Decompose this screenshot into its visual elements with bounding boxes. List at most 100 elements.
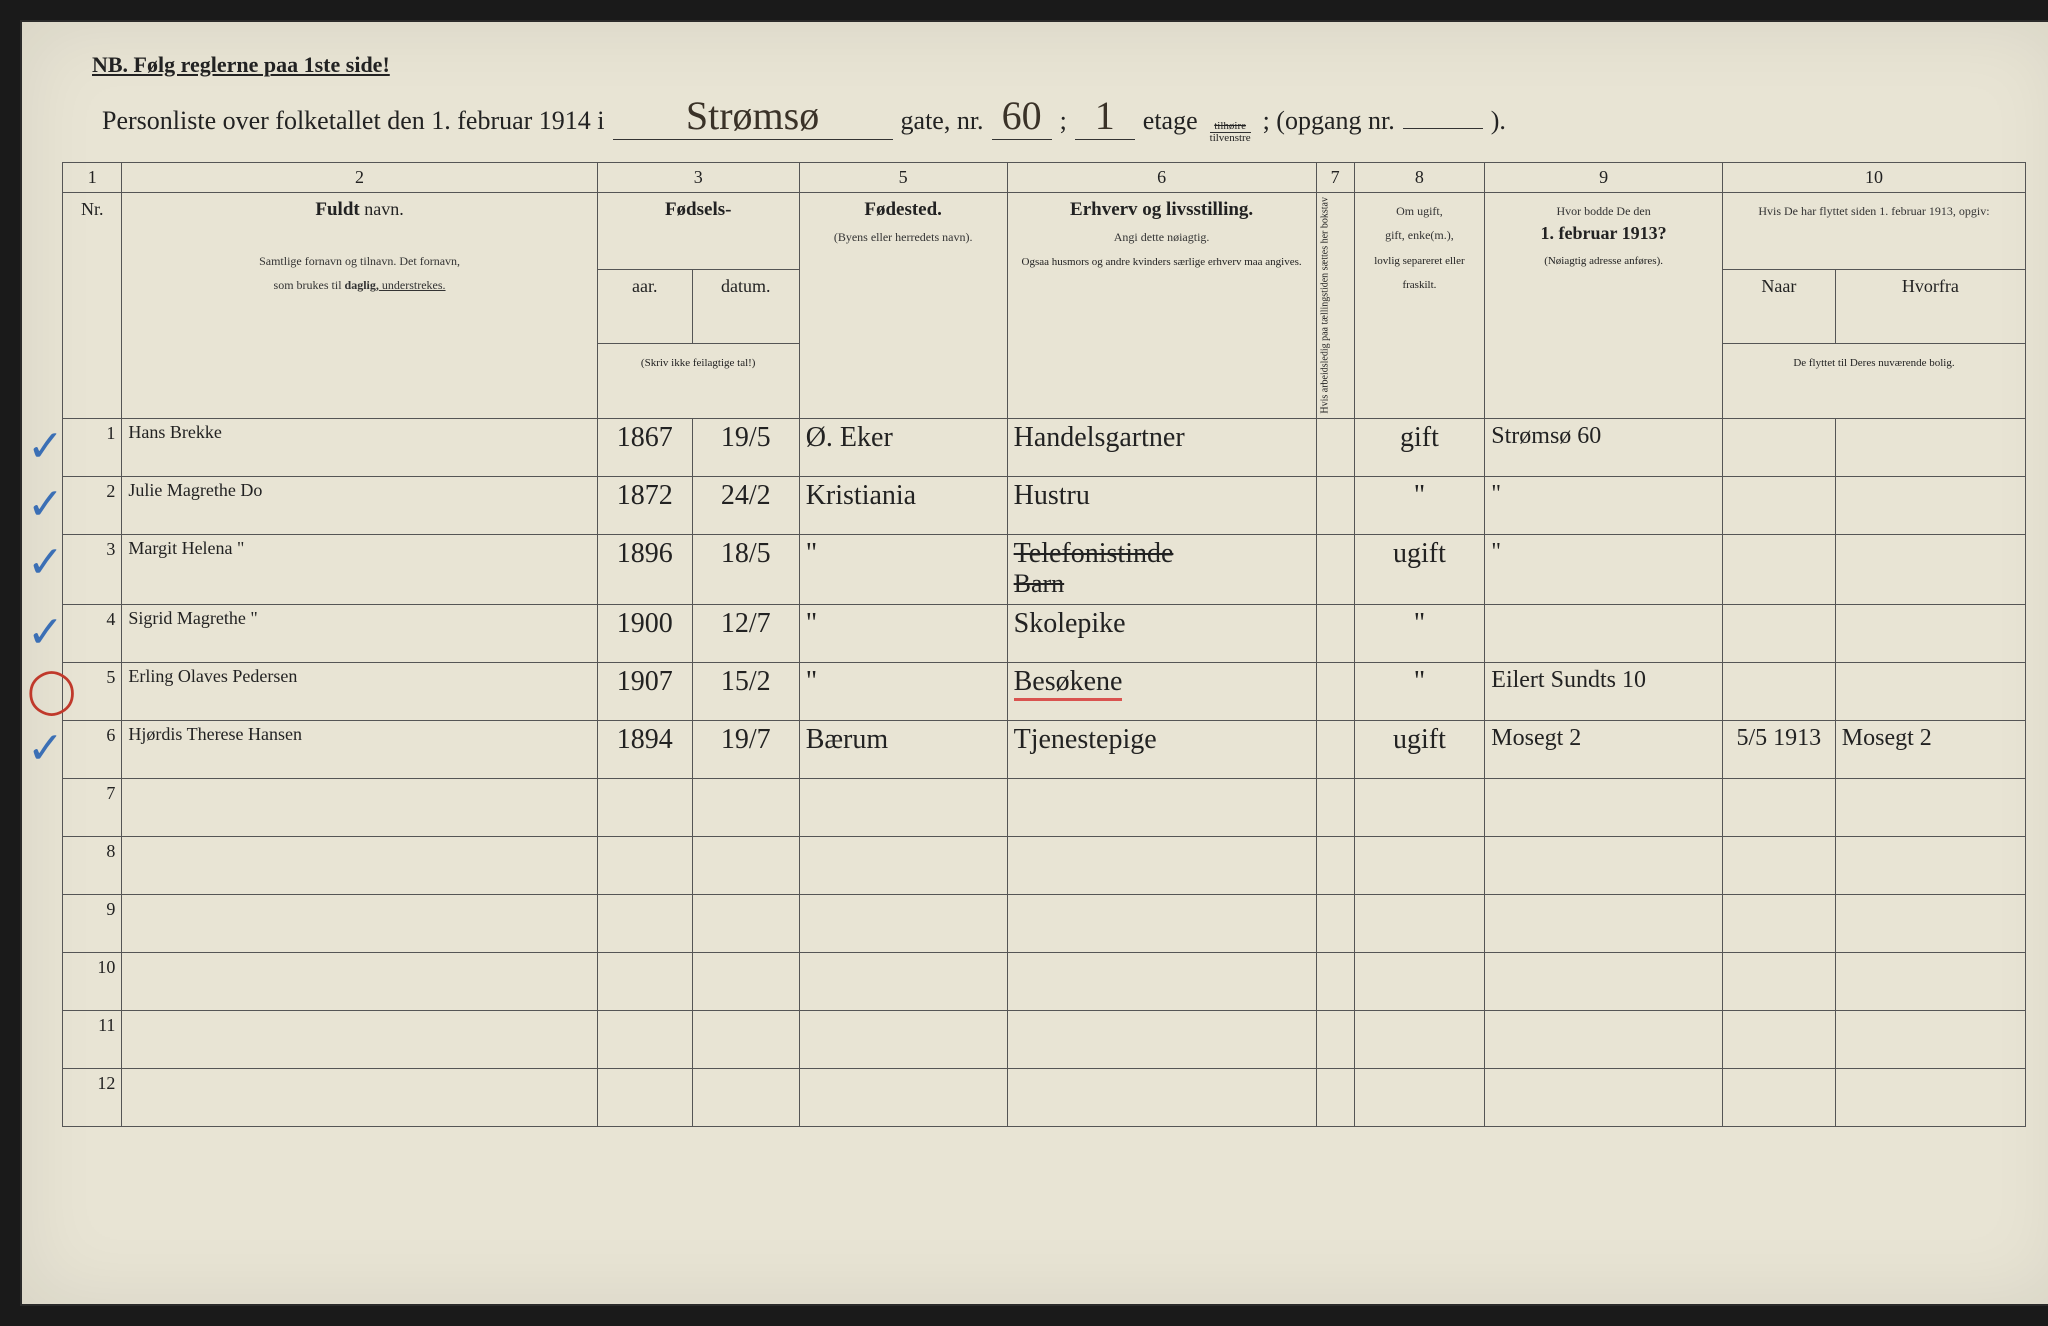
- table-row: ✓ 3 Margit Helena " 1896 18/5 " Telefoni…: [63, 534, 2026, 605]
- cell-name: Sigrid Magrethe ": [122, 605, 597, 663]
- cell-col7: [1316, 721, 1354, 779]
- row-nr: 12: [63, 1069, 122, 1127]
- cell-hvorfra: [1835, 663, 2025, 721]
- margin-mark: ✓: [27, 541, 64, 585]
- table-row: ✓ 1 Hans Brekke 1867 19/5 Ø. Eker Handel…: [63, 418, 2026, 476]
- title-close: ).: [1491, 106, 1506, 136]
- cell-addr1913: [1485, 605, 1723, 663]
- row-nr: ✓ 6: [63, 721, 122, 779]
- cell-occupation: Handelsgartner: [1007, 418, 1316, 476]
- row-nr: 7: [63, 779, 122, 837]
- gate-label: gate, nr.: [901, 106, 984, 136]
- cell-marital: ": [1354, 476, 1485, 534]
- cell-hvorfra: [1835, 605, 2025, 663]
- cell-naar: [1722, 418, 1835, 476]
- table-row: ✓ 2 Julie Magrethe Do 1872 24/2 Kristian…: [63, 476, 2026, 534]
- cell-name: Erling Olaves Pedersen: [122, 663, 597, 721]
- table-row: 10: [63, 953, 2026, 1011]
- cell-occupation: Besøkene: [1007, 663, 1316, 721]
- cell-naar: [1722, 605, 1835, 663]
- cell-marital: ugift: [1354, 534, 1485, 605]
- cell-hvorfra: Mosegt 2: [1835, 721, 2025, 779]
- hdr-name: Fuldt navn. Samtlige fornavn og tilnavn.…: [122, 193, 597, 419]
- hdr-nr: Nr.: [63, 193, 122, 419]
- margin-mark: ✓: [27, 727, 64, 771]
- cell-birthplace: ": [799, 663, 1007, 721]
- cell-hvorfra: [1835, 476, 2025, 534]
- cell-name: Margit Helena ": [122, 534, 597, 605]
- hdr-occupation: Erhverv og livsstilling. Angi dette nøia…: [1007, 193, 1316, 419]
- cell-addr1913: Mosegt 2: [1485, 721, 1723, 779]
- cell-col7: [1316, 476, 1354, 534]
- nb-header: NB. Følg reglerne paa 1ste side!: [92, 52, 2026, 78]
- gate-nr: 60: [992, 92, 1052, 140]
- hdr-hvorfra: Hvorfra: [1835, 270, 2025, 344]
- table-row: ✓ 4 Sigrid Magrethe " 1900 12/7 " Skolep…: [63, 605, 2026, 663]
- margin-mark: ✓: [27, 483, 64, 527]
- hdr-birth: Fødsels-: [597, 193, 799, 270]
- row-nr: 9: [63, 895, 122, 953]
- cell-year: 1896: [597, 534, 692, 605]
- cell-marital: gift: [1354, 418, 1485, 476]
- etage-label: etage: [1143, 106, 1198, 136]
- cell-hvorfra: [1835, 418, 2025, 476]
- census-page: NB. Følg reglerne paa 1ste side! Personl…: [20, 20, 2048, 1306]
- cell-marital: ugift: [1354, 721, 1485, 779]
- cell-occupation: TelefonistindeBarn: [1007, 534, 1316, 605]
- hdr-place: Fødested. (Byens eller herredets navn).: [799, 193, 1007, 419]
- cell-year: 1894: [597, 721, 692, 779]
- cell-name: Hans Brekke: [122, 418, 597, 476]
- row-nr: ✓ 4: [63, 605, 122, 663]
- hdr-birth-note: (Skriv ikke feilagtige tal!): [597, 344, 799, 418]
- row-nr: ✓ 3: [63, 534, 122, 605]
- cell-addr1913: Strømsø 60: [1485, 418, 1723, 476]
- row-nr: 10: [63, 953, 122, 1011]
- hdr-birth-date: datum.: [692, 270, 799, 344]
- street-name: Strømsø: [613, 92, 893, 140]
- cell-col7: [1316, 418, 1354, 476]
- margin-mark: ✓: [27, 425, 64, 469]
- cell-birthplace: Bærum: [799, 721, 1007, 779]
- table-row: 12: [63, 1069, 2026, 1127]
- cell-addr1913: Eilert Sundts 10: [1485, 663, 1723, 721]
- cell-occupation: Tjenestepige: [1007, 721, 1316, 779]
- cell-birthplace: Ø. Eker: [799, 418, 1007, 476]
- hdr-marital: Om ugift, gift, enke(m.), lovlig separer…: [1354, 193, 1485, 419]
- cell-name: Julie Magrethe Do: [122, 476, 597, 534]
- cell-addr1913: ": [1485, 476, 1723, 534]
- cell-col7: [1316, 534, 1354, 605]
- row-nr: 8: [63, 837, 122, 895]
- table-row: 11: [63, 1011, 2026, 1069]
- cell-year: 1907: [597, 663, 692, 721]
- census-table: 1 2 3 5 6 7 8 9 10 4 Nr. Fuldt navn. Sam…: [62, 162, 2026, 1127]
- cell-date: 15/2: [692, 663, 799, 721]
- column-numbers-row: 1 2 3 5 6 7 8 9 10: [63, 163, 2026, 193]
- row-nr: 11: [63, 1011, 122, 1069]
- cell-date: 18/5: [692, 534, 799, 605]
- table-row: 8: [63, 837, 2026, 895]
- cell-col7: [1316, 663, 1354, 721]
- title-prefix: Personliste over folketallet den 1. febr…: [102, 106, 605, 136]
- cell-naar: [1722, 476, 1835, 534]
- opgang-nr: [1403, 128, 1483, 129]
- hdr-addr1913: Hvor bodde De den 1. februar 1913? (Nøia…: [1485, 193, 1723, 419]
- header-row-1: Nr. Fuldt navn. Samtlige fornavn og tiln…: [63, 193, 2026, 270]
- hdr-moved: Hvis De har flyttet siden 1. februar 191…: [1722, 193, 2025, 270]
- cell-year: 1900: [597, 605, 692, 663]
- table-row: ◯ 5 Erling Olaves Pedersen 1907 15/2 " B…: [63, 663, 2026, 721]
- cell-marital: ": [1354, 605, 1485, 663]
- opgang-label: ; (opgang nr.: [1263, 106, 1395, 136]
- cell-addr1913: ": [1485, 534, 1723, 605]
- row-nr: ◯ 5: [63, 663, 122, 721]
- title-line: Personliste over folketallet den 1. febr…: [102, 92, 2026, 144]
- cell-year: 1872: [597, 476, 692, 534]
- cell-birthplace: Kristiania: [799, 476, 1007, 534]
- row-nr: ✓ 1: [63, 418, 122, 476]
- table-row: 9: [63, 895, 2026, 953]
- cell-naar: [1722, 663, 1835, 721]
- etage-fraction: tilhøire tilvenstre: [1206, 121, 1255, 144]
- hdr-col7: Hvis arbeidsledig paa tællingstiden sætt…: [1316, 193, 1354, 419]
- floor-nr: 1: [1075, 92, 1135, 140]
- cell-naar: [1722, 534, 1835, 605]
- hdr-birth-year: aar.: [597, 270, 692, 344]
